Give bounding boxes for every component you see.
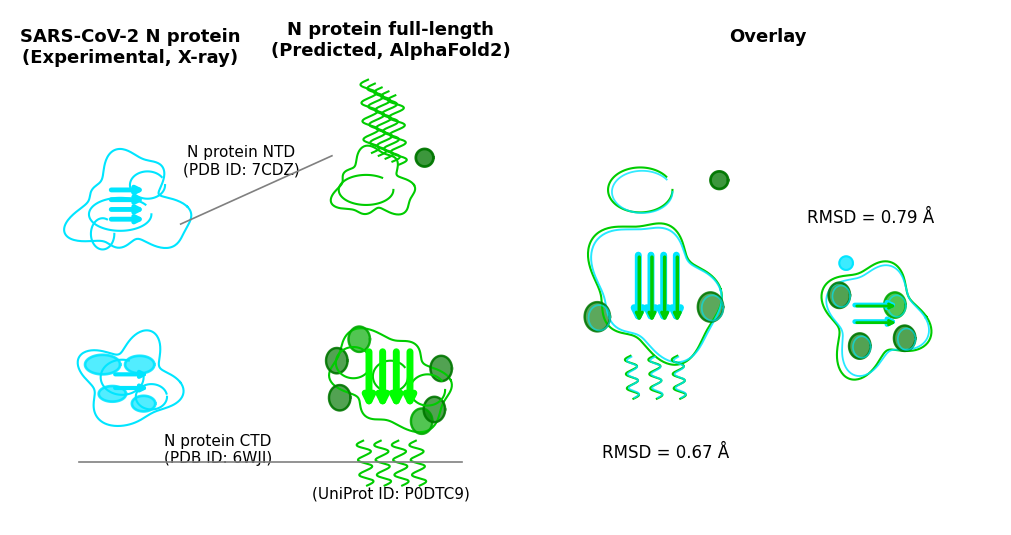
Polygon shape (848, 333, 869, 359)
Polygon shape (884, 293, 905, 318)
Text: Overlay: Overlay (729, 28, 806, 46)
Polygon shape (99, 386, 126, 402)
Polygon shape (348, 326, 370, 352)
Polygon shape (698, 293, 723, 322)
Polygon shape (131, 396, 155, 411)
Text: N protein CTD
(PDB ID: 6WJI): N protein CTD (PDB ID: 6WJI) (164, 434, 272, 467)
Text: RMSD = 0.79 Å: RMSD = 0.79 Å (807, 209, 933, 227)
Polygon shape (329, 385, 350, 410)
Text: RMSD = 0.67 Å: RMSD = 0.67 Å (602, 444, 729, 462)
Polygon shape (828, 282, 849, 308)
Polygon shape (125, 356, 155, 373)
Polygon shape (85, 355, 120, 374)
Polygon shape (424, 397, 445, 422)
Polygon shape (430, 356, 452, 381)
Polygon shape (326, 348, 347, 373)
Text: N protein NTD
(PDB ID: 7CDZ): N protein NTD (PDB ID: 7CDZ) (183, 145, 299, 178)
Polygon shape (410, 409, 432, 434)
Polygon shape (838, 256, 852, 270)
Text: N protein full-length
(Predicted, AlphaFold2): N protein full-length (Predicted, AlphaF… (270, 21, 510, 60)
Text: SARS-CoV-2 N protein
(Experimental, X-ray): SARS-CoV-2 N protein (Experimental, X-ra… (19, 28, 240, 67)
Polygon shape (584, 302, 610, 331)
Text: (UniProt ID: P0DTC9): (UniProt ID: P0DTC9) (311, 486, 469, 501)
Polygon shape (416, 149, 433, 166)
Polygon shape (893, 326, 915, 351)
Polygon shape (710, 171, 727, 189)
